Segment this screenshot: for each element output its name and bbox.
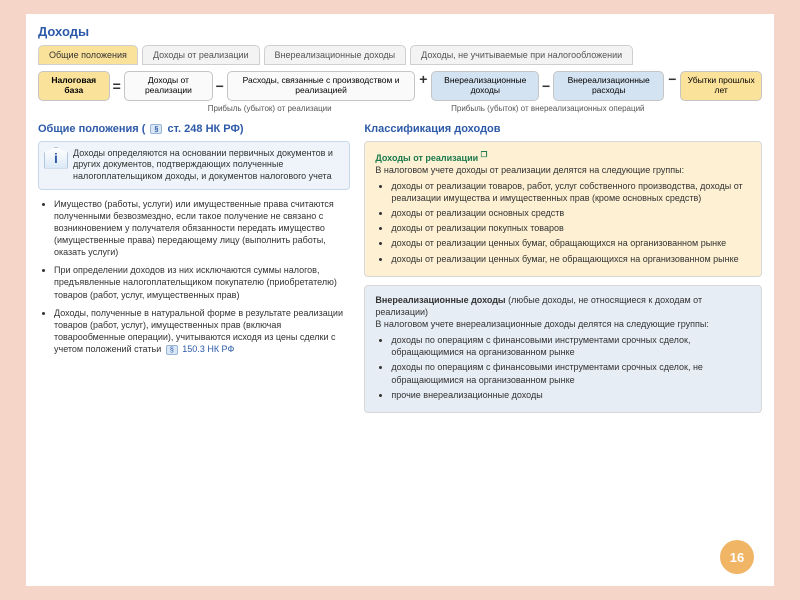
list-item: Доходы, полученные в натуральной форме в… [54, 307, 350, 356]
plus-sign: + [415, 71, 431, 87]
info-icon: i [44, 147, 68, 169]
list-item: доходы от реализации ценных бумаг, обращ… [391, 237, 751, 249]
law-ref-link[interactable]: ст. 248 НК РФ [168, 123, 240, 135]
panel-title: Внереализационные доходы [375, 295, 505, 305]
panel-nonrealization: Внереализационные доходы (любые доходы, … [364, 285, 762, 413]
tab-nonrealization[interactable]: Внереализационные доходы [264, 45, 407, 65]
tabs: Общие положения Доходы от реализации Вне… [38, 45, 762, 65]
formula-losses: Убытки прошлых лет [680, 71, 762, 101]
panel-title-link[interactable]: Доходы от реализации [375, 153, 478, 163]
formula-income-nonreal: Внереализационные доходы [431, 71, 539, 101]
law-ref-icon: § [150, 124, 162, 134]
page-title: Доходы [38, 24, 762, 39]
info-box: i Доходы определяются на основании перви… [38, 141, 350, 190]
tab-general[interactable]: Общие положения [38, 45, 138, 65]
panel-intro: В налоговом учете внереализационные дохо… [375, 318, 751, 330]
law-ref-icon: § [166, 345, 178, 355]
minus-sign: − [213, 78, 227, 94]
list-item: доходы от реализации покупных товаров [391, 222, 751, 234]
list-item: доходы по операциям с финансовыми инстру… [391, 334, 751, 358]
formula-caption-1: Прибыль (убыток) от реализации [208, 104, 332, 113]
list-item: доходы от реализации основных средств [391, 207, 751, 219]
equals-sign: = [110, 78, 124, 94]
formula-income-realization: Доходы от реализации [124, 71, 213, 101]
list-item: Имущество (работы, услуги) или имуществе… [54, 198, 350, 259]
left-heading: Общие положения ( § ст. 248 НК РФ) [38, 123, 350, 135]
tab-realization[interactable]: Доходы от реализации [142, 45, 260, 65]
tab-excluded[interactable]: Доходы, не учитываемые при налогообложен… [410, 45, 633, 65]
formula-base: Налоговая база [38, 71, 110, 101]
list-item: доходы от реализации ценных бумаг, не об… [391, 253, 751, 265]
external-icon: ❐ [481, 150, 488, 159]
panel-realization: Доходы от реализации ❐ В налоговом учете… [364, 141, 762, 277]
left-bullets: Имущество (работы, услуги) или имуществе… [38, 198, 350, 356]
list-item: доходы по операциям с финансовыми инстру… [391, 361, 751, 385]
page-number-badge: 16 [720, 540, 754, 574]
formula-expense-realization: Расходы, связанные с производством и реа… [227, 71, 416, 101]
formula-caption-2: Прибыль (убыток) от внереализационных оп… [451, 104, 644, 113]
minus-sign-3: − [664, 71, 680, 87]
minus-sign-2: − [539, 78, 553, 94]
list-item: доходы от реализации товаров, работ, усл… [391, 180, 751, 204]
tax-base-formula: Налоговая база = Доходы от реализации − … [38, 71, 762, 113]
list-item: прочие внереализационные доходы [391, 389, 751, 401]
law-ref-link-2[interactable]: 150.3 НК РФ [182, 344, 234, 354]
right-heading: Классификация доходов [364, 123, 762, 135]
panel-intro: В налоговом учете доходы от реализации д… [375, 164, 751, 176]
list-item: При определении доходов из них исключают… [54, 264, 350, 300]
formula-expense-nonreal: Внереализационные расходы [553, 71, 664, 101]
